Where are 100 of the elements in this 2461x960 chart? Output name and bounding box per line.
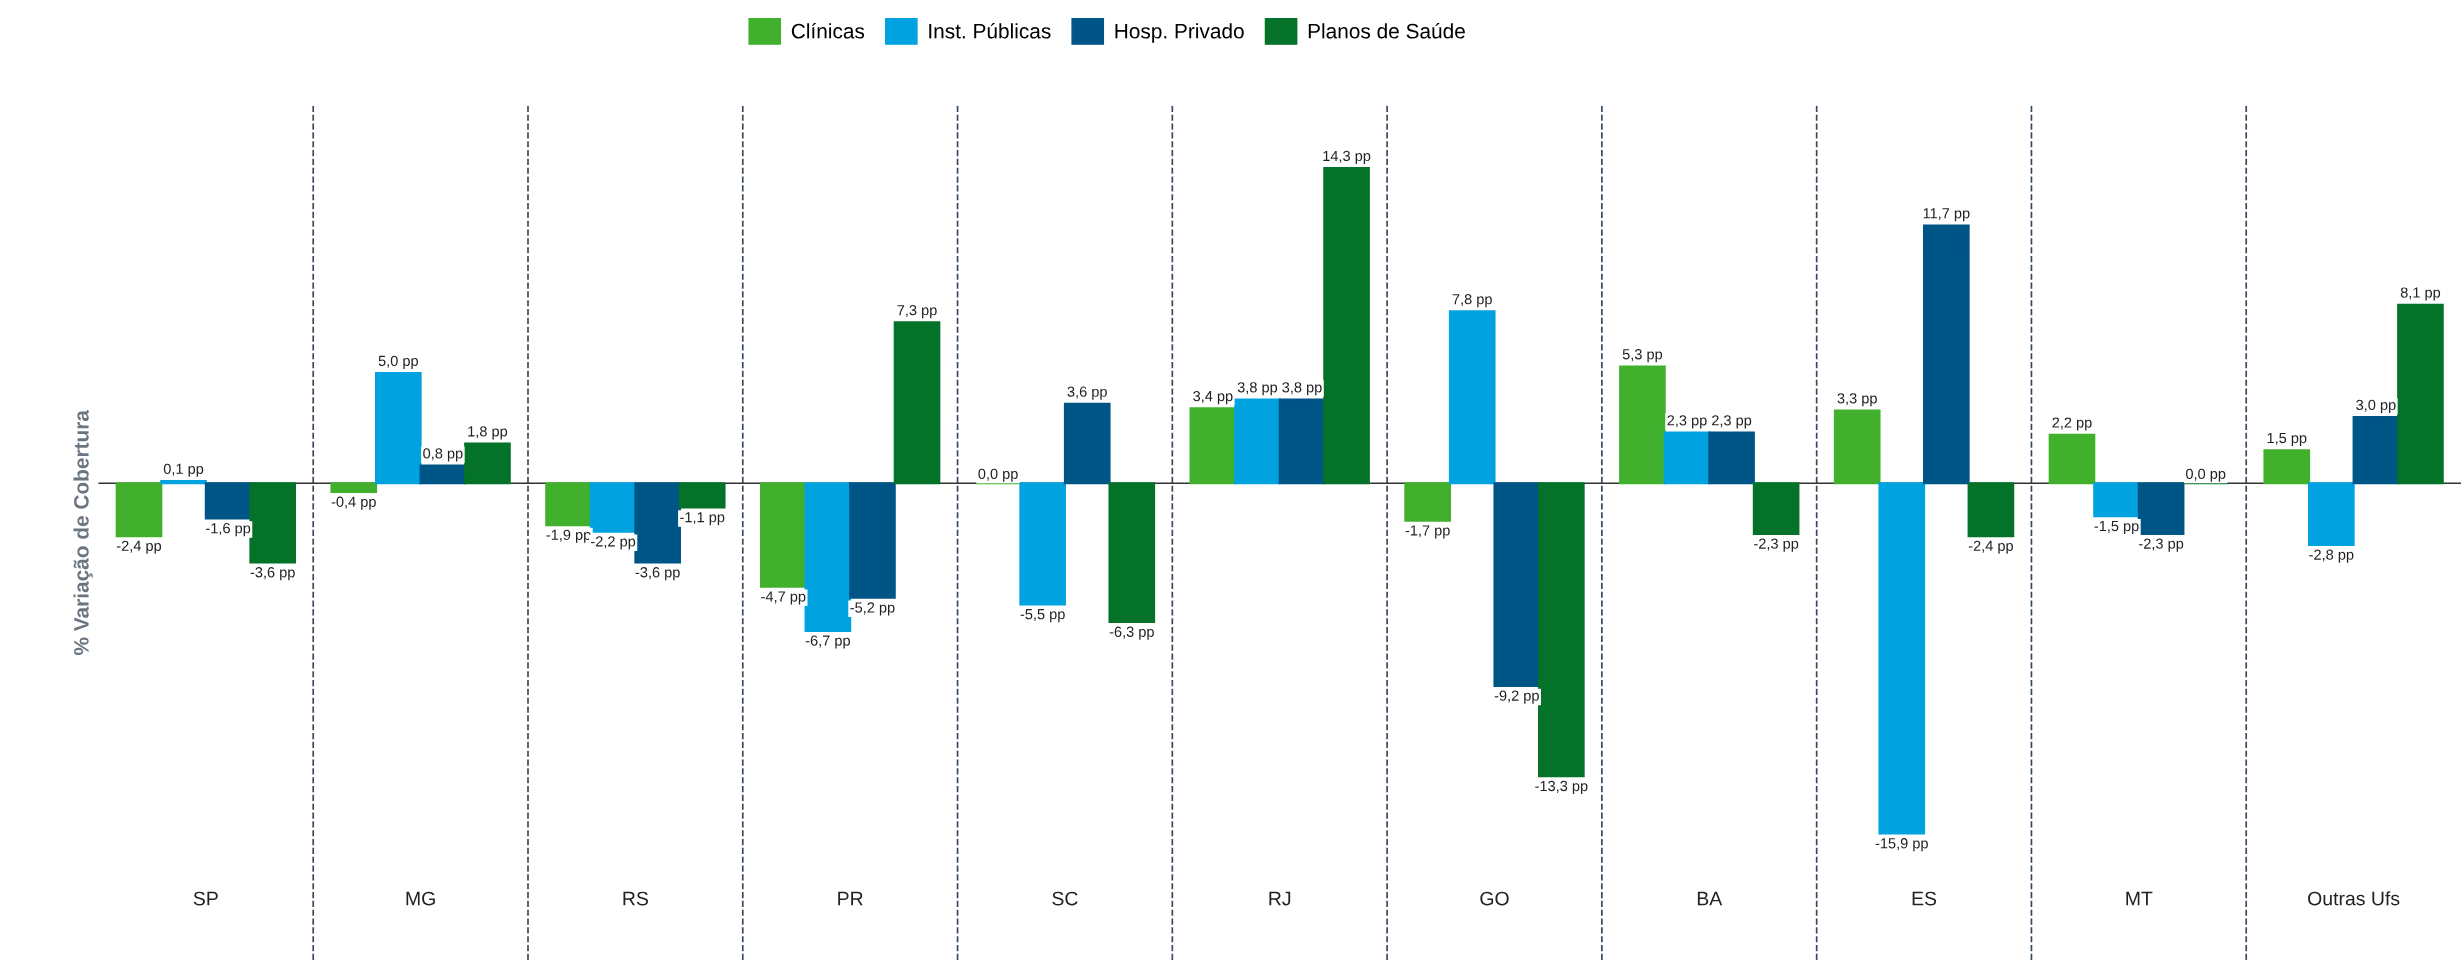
bar (204, 482, 252, 520)
x-tick-label: ES (1912, 891, 1937, 906)
data-label: 7,3 pp (897, 305, 937, 319)
data-label: 3,6 pp (1067, 386, 1107, 400)
data-label: -6,7 pp (805, 635, 850, 649)
bar (1923, 224, 1970, 485)
data-label: 3,8 pp (1237, 382, 1278, 396)
x-tick-label: RJ (1269, 891, 1291, 906)
data-label: -1,7 pp (1405, 525, 1450, 539)
bar (1189, 407, 1237, 485)
bar (1278, 398, 1326, 485)
data-label: -9,2 pp (1494, 690, 1539, 704)
data-label: 11,7 pp (1923, 208, 1970, 222)
x-tick-label: SC (1052, 891, 1078, 906)
data-label: 0,0 pp (978, 468, 1018, 482)
data-label: 5,3 pp (1622, 349, 1663, 363)
bar (1878, 482, 1926, 835)
data-label: -0,4 pp (331, 496, 376, 510)
bar (2352, 416, 2400, 485)
data-label: 7,8 pp (1452, 293, 1492, 308)
data-label: -2,3 pp (2139, 538, 2184, 552)
legend-label: Inst. Públicas (929, 22, 1051, 39)
data-label: -5,2 pp (850, 602, 895, 616)
data-label: -5,5 pp (1020, 609, 1065, 623)
data-label: -1,6 pp (206, 523, 251, 537)
bar (375, 372, 422, 485)
data-label: 3,3 pp (1837, 393, 1877, 407)
bar (1063, 402, 1111, 485)
bar (634, 482, 681, 564)
legend-label: Planos de Saúde (1308, 22, 1465, 39)
data-label: -2,4 pp (116, 540, 162, 554)
data-label: 0,8 pp (423, 448, 463, 462)
bar (419, 464, 467, 485)
bar (2137, 482, 2185, 535)
bar (2308, 482, 2355, 546)
bar (1234, 398, 1281, 485)
data-label: -2,2 pp (591, 536, 636, 550)
data-label: 1,8 pp (468, 426, 508, 440)
bar (589, 482, 637, 533)
bar (2263, 449, 2311, 485)
bar (1663, 431, 1711, 485)
data-label: -6,3 pp (1109, 626, 1154, 640)
bar (1323, 167, 1370, 485)
bar (849, 482, 896, 599)
bar (1752, 482, 1800, 535)
bar (759, 482, 807, 588)
bar (1404, 482, 1451, 522)
data-label: -3,6 pp (250, 567, 295, 581)
bar (1967, 482, 2015, 538)
y-axis-title: % Variação de Cobertura (73, 409, 93, 656)
x-tick-label: RS (623, 891, 648, 906)
bar (1019, 482, 1066, 606)
bar (1448, 310, 1496, 485)
legend-label: Clínicas (791, 22, 865, 39)
data-label: -1,1 pp (680, 512, 725, 526)
x-tick-label: BA (1697, 891, 1723, 906)
bar (893, 321, 941, 485)
bar (160, 479, 207, 485)
bar (330, 482, 378, 494)
data-label: 14,3 pp (1323, 150, 1371, 164)
x-tick-label: Outras Ufs (2308, 891, 2400, 906)
x-tick-label: PR (838, 891, 863, 906)
data-label: 2,3 pp (1712, 415, 1752, 429)
data-label: 3,0 pp (2356, 399, 2396, 413)
data-label: 3,8 pp (1282, 382, 1322, 396)
bar (1538, 482, 1585, 778)
data-label: 2,3 pp (1667, 415, 1707, 429)
x-tick-label: MT (2126, 891, 2153, 906)
data-label: -15,9 pp (1875, 838, 1928, 852)
bar (115, 482, 163, 538)
data-label: 5,0 pp (378, 355, 418, 369)
data-label: 3,4 pp (1193, 390, 1233, 405)
data-label: 2,2 pp (2052, 417, 2092, 431)
legend-label: Hosp. Privado (1115, 23, 1244, 43)
data-label: -4,7 pp (761, 591, 806, 605)
bar (2048, 433, 2096, 485)
bar (678, 482, 726, 509)
x-tick-label: SP (193, 891, 218, 906)
data-label: 8,1 pp (2400, 287, 2441, 301)
data-label: -2,8 pp (2309, 549, 2354, 563)
bar (1708, 431, 1755, 485)
bar (1833, 409, 1881, 485)
data-label: -2,3 pp (1754, 538, 1799, 552)
data-label: 0,0 pp (2185, 468, 2226, 482)
data-label: 0,1 pp (163, 463, 204, 477)
bar (545, 482, 592, 527)
bar (2093, 482, 2140, 518)
x-tick-label: MG (406, 891, 435, 906)
data-label: -2,4 pp (1968, 540, 2013, 554)
data-label: 1,5 pp (2267, 432, 2307, 447)
bar (1108, 482, 1156, 624)
bar (464, 442, 511, 485)
data-label: -13,3 pp (1535, 780, 1588, 795)
data-label: -1,5 pp (2094, 520, 2139, 535)
x-tick-label: GO (1480, 891, 1509, 906)
bar (2397, 303, 2444, 485)
bar (1493, 482, 1541, 687)
data-label: -3,6 pp (635, 567, 680, 581)
bar (249, 482, 296, 564)
bar (804, 482, 852, 632)
